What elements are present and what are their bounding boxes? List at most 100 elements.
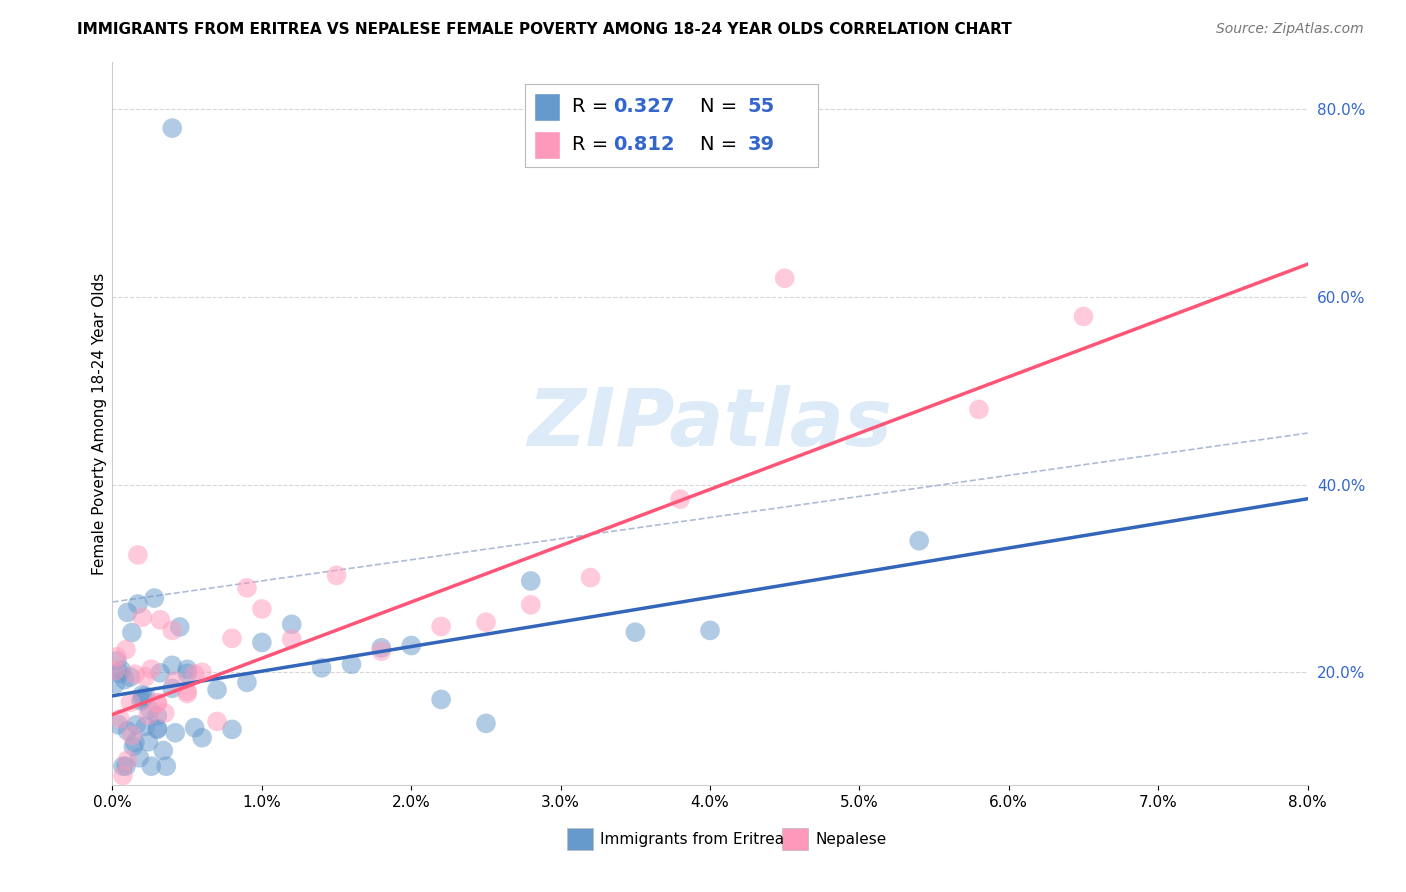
Point <box>669 492 692 507</box>
Point <box>162 658 183 673</box>
Point <box>191 665 214 680</box>
Point <box>141 759 163 773</box>
Point <box>149 613 172 627</box>
Point <box>475 615 498 630</box>
Point <box>430 619 453 633</box>
Point <box>111 768 134 782</box>
Point <box>134 670 156 684</box>
Point <box>176 662 198 676</box>
Point <box>115 642 138 657</box>
Point <box>104 664 127 678</box>
Point <box>104 677 127 691</box>
Point <box>125 718 148 732</box>
Point <box>105 654 128 668</box>
Point <box>176 666 198 681</box>
Point <box>146 708 169 723</box>
Point <box>908 533 931 548</box>
Point <box>120 670 142 684</box>
Point <box>162 624 183 638</box>
Point <box>143 591 166 605</box>
Point <box>146 696 169 710</box>
Point <box>430 692 453 706</box>
Point <box>120 695 142 709</box>
Point <box>146 722 169 736</box>
Point <box>325 568 347 582</box>
Point <box>108 712 131 726</box>
Point <box>146 723 169 737</box>
Point <box>117 753 139 767</box>
Text: IMMIGRANTS FROM ERITREA VS NEPALESE FEMALE POVERTY AMONG 18-24 YEAR OLDS CORRELA: IMMIGRANTS FROM ERITREA VS NEPALESE FEMA… <box>77 22 1012 37</box>
Point <box>169 620 191 634</box>
Point <box>176 687 198 701</box>
Point <box>340 657 363 672</box>
Point <box>131 610 153 624</box>
Text: Source: ZipAtlas.com: Source: ZipAtlas.com <box>1216 22 1364 37</box>
Point <box>370 640 392 655</box>
Point <box>134 719 156 733</box>
Point <box>138 735 160 749</box>
Y-axis label: Female Poverty Among 18-24 Year Olds: Female Poverty Among 18-24 Year Olds <box>91 273 107 574</box>
Point <box>311 661 333 675</box>
Point <box>110 663 132 677</box>
Point <box>155 759 177 773</box>
Point <box>250 602 273 616</box>
Point <box>281 632 304 647</box>
Point <box>162 681 183 696</box>
Point <box>105 649 128 664</box>
Point <box>117 723 139 738</box>
Point <box>165 674 187 689</box>
Point <box>205 714 228 729</box>
Point <box>624 625 647 640</box>
Point <box>111 759 134 773</box>
Point <box>138 708 160 723</box>
Text: Nepalese: Nepalese <box>815 831 886 847</box>
Point <box>165 725 187 739</box>
Point <box>139 703 162 717</box>
Point <box>108 666 131 681</box>
Text: Immigrants from Eritrea: Immigrants from Eritrea <box>600 831 785 847</box>
Bar <box>782 829 808 850</box>
Point <box>149 665 172 680</box>
Point <box>162 121 183 136</box>
Point <box>152 743 174 757</box>
Point <box>124 667 146 681</box>
Point <box>134 689 156 703</box>
Point <box>205 682 228 697</box>
Point <box>520 598 543 612</box>
Bar <box>567 829 593 850</box>
Point <box>107 718 129 732</box>
Point <box>281 617 304 632</box>
Point <box>141 662 163 676</box>
Point <box>221 723 243 737</box>
Point <box>773 271 796 285</box>
Point <box>121 625 143 640</box>
Point <box>131 692 153 706</box>
Point <box>121 728 143 742</box>
Point <box>967 402 990 417</box>
Point <box>131 688 153 702</box>
Point <box>124 735 146 749</box>
Point <box>114 673 135 687</box>
Point <box>183 667 205 681</box>
Point <box>183 721 205 735</box>
Point <box>117 606 139 620</box>
Point <box>475 716 498 731</box>
Point <box>236 581 259 595</box>
Point <box>520 574 543 588</box>
Text: ZIPatlаs: ZIPatlаs <box>527 384 893 463</box>
Point <box>127 597 149 611</box>
Point <box>127 548 149 562</box>
Point <box>370 644 392 658</box>
Point <box>401 639 423 653</box>
Point <box>115 759 138 773</box>
Point <box>128 751 150 765</box>
Point <box>236 675 259 690</box>
Point <box>153 706 176 720</box>
Point <box>250 635 273 649</box>
Point <box>699 624 721 638</box>
Point <box>221 632 243 646</box>
Point <box>129 694 152 708</box>
Point <box>579 571 602 585</box>
Point <box>176 684 198 698</box>
Point <box>146 696 169 710</box>
